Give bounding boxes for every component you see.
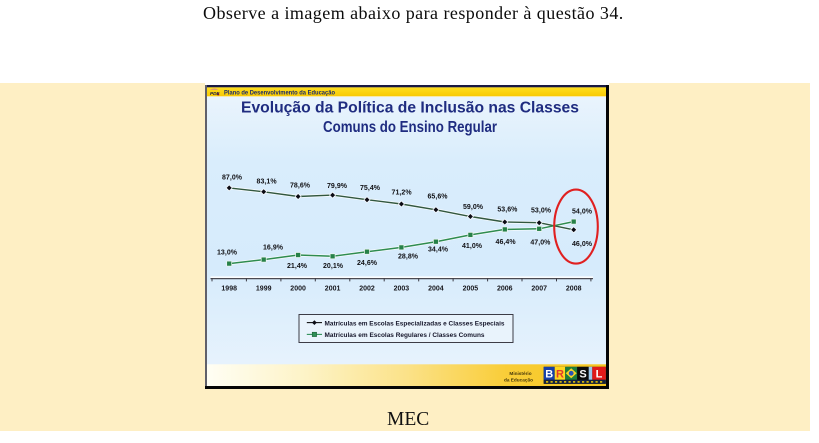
svg-text:da Educação: da Educação [504,377,533,382]
svg-text:13,0%: 13,0% [217,250,238,257]
svg-text:2001: 2001 [325,285,341,292]
svg-text:41,0%: 41,0% [462,243,483,250]
svg-text:2008: 2008 [566,285,582,292]
svg-text:53,0%: 53,0% [531,208,552,215]
svg-text:2003: 2003 [394,285,410,292]
svg-text:46,0%: 46,0% [572,241,593,248]
svg-text:54,0%: 54,0% [572,209,593,216]
svg-text:1999: 1999 [256,285,272,292]
svg-text:65,6%: 65,6% [427,194,448,201]
svg-text:71,2%: 71,2% [392,190,413,197]
svg-text:2006: 2006 [497,285,513,292]
svg-text:R: R [556,369,564,381]
svg-text:46,4%: 46,4% [496,239,517,246]
svg-text:2004: 2004 [428,285,444,292]
svg-text:2000: 2000 [290,285,306,292]
svg-text:87,0%: 87,0% [222,175,243,182]
svg-text:S: S [579,369,586,381]
svg-text:78,6%: 78,6% [290,183,311,190]
svg-text:L: L [596,369,603,381]
svg-text:PDE: PDE [210,91,220,96]
svg-text:47,0%: 47,0% [530,240,551,247]
svg-text:20,1%: 20,1% [323,263,344,270]
svg-text:2005: 2005 [463,285,479,292]
svg-text:59,0%: 59,0% [463,204,484,211]
svg-text:16,9%: 16,9% [263,245,284,252]
svg-text:Ministério: Ministério [509,371,531,376]
svg-text:Matrículas em Escolas Regulare: Matrículas em Escolas Regulares / Classe… [325,332,485,339]
svg-text:Evolução da Política de Inclus: Evolução da Política de Inclusão nas Cla… [241,99,579,116]
svg-text:24,6%: 24,6% [357,260,378,267]
svg-text:21,4%: 21,4% [287,263,308,270]
svg-text:2002: 2002 [359,285,375,292]
svg-text:B: B [545,369,553,381]
svg-text:Comuns do Ensino Regular: Comuns do Ensino Regular [323,119,497,136]
svg-text:79,9%: 79,9% [327,183,348,190]
svg-text:28,8%: 28,8% [398,254,419,261]
svg-text:Matrículas em Escolas Especial: Matrículas em Escolas Especializadas e C… [325,320,505,327]
svg-text:75,4%: 75,4% [360,185,381,192]
svg-text:1998: 1998 [221,285,237,292]
svg-text:83,1%: 83,1% [257,179,278,186]
svg-text:53,6%: 53,6% [497,207,518,214]
svg-text:2007: 2007 [531,285,547,292]
svg-text:34,4%: 34,4% [428,247,449,254]
svg-text:Plano de Desenvolvimento da Ed: Plano de Desenvolvimento da Educação [224,90,335,96]
